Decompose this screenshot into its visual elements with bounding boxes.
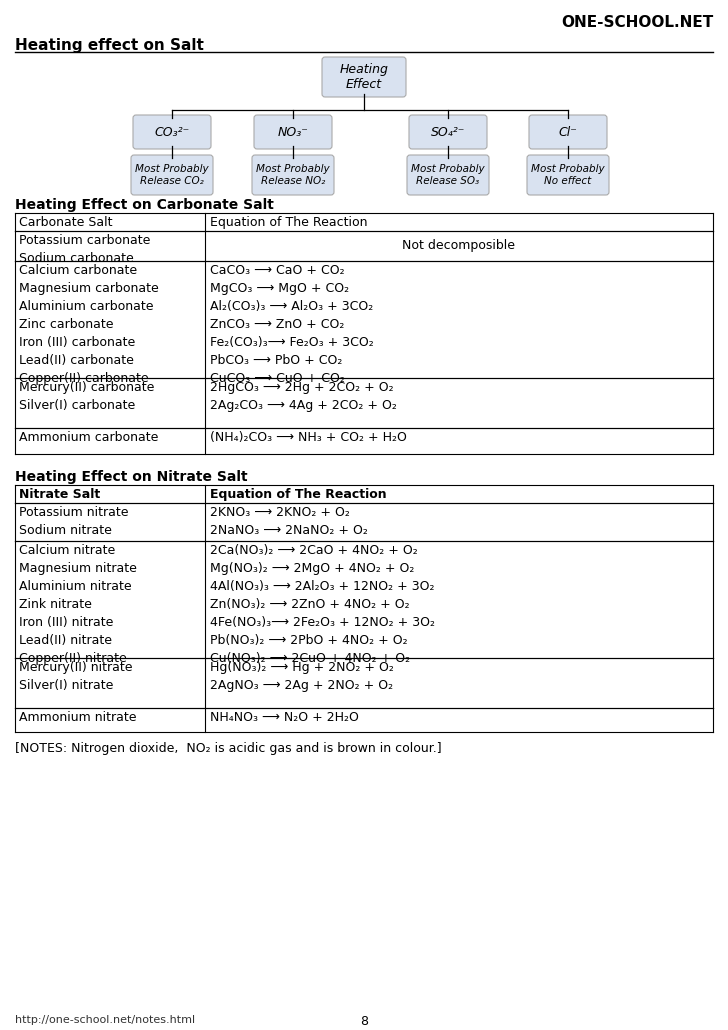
FancyBboxPatch shape xyxy=(252,154,334,195)
Text: Calcium carbonate
Magnesium carbonate
Aluminium carbonate
Zinc carbonate
Iron (I: Calcium carbonate Magnesium carbonate Al… xyxy=(19,264,159,385)
Text: Most Probably
Release CO₂: Most Probably Release CO₂ xyxy=(135,164,209,185)
Text: 2Ca(NO₃)₂ ⟶ 2CaO + 4NO₂ + O₂
Mg(NO₃)₂ ⟶ 2MgO + 4NO₂ + O₂
4Al(NO₃)₃ ⟶ 2Al₂O₃ + 12: 2Ca(NO₃)₂ ⟶ 2CaO + 4NO₂ + O₂ Mg(NO₃)₂ ⟶ … xyxy=(210,544,435,665)
Text: ONE-SCHOOL.NET: ONE-SCHOOL.NET xyxy=(561,15,713,30)
Text: Carbonate Salt: Carbonate Salt xyxy=(19,216,113,229)
Text: CO₃²⁻: CO₃²⁻ xyxy=(154,126,189,138)
Text: Equation of The Reaction: Equation of The Reaction xyxy=(210,488,387,501)
Text: 2KNO₃ ⟶ 2KNO₂ + O₂
2NaNO₃ ⟶ 2NaNO₂ + O₂: 2KNO₃ ⟶ 2KNO₂ + O₂ 2NaNO₃ ⟶ 2NaNO₂ + O₂ xyxy=(210,506,368,537)
Text: Mercury(II) carbonate
Silver(I) carbonate: Mercury(II) carbonate Silver(I) carbonat… xyxy=(19,381,154,412)
Text: [NOTES: Nitrogen dioxide,  NO₂ is acidic gas and is brown in colour.]: [NOTES: Nitrogen dioxide, NO₂ is acidic … xyxy=(15,742,442,755)
FancyBboxPatch shape xyxy=(131,154,213,195)
FancyBboxPatch shape xyxy=(407,154,489,195)
Text: Most Probably
Release SO₃: Most Probably Release SO₃ xyxy=(411,164,485,185)
Text: Ammonium carbonate: Ammonium carbonate xyxy=(19,431,159,444)
Text: NO₃⁻: NO₃⁻ xyxy=(277,126,309,138)
Text: Most Probably
No effect: Most Probably No effect xyxy=(531,164,605,185)
Text: Mercury(II) nitrate
Silver(I) nitrate: Mercury(II) nitrate Silver(I) nitrate xyxy=(19,661,132,692)
Text: NH₄NO₃ ⟶ N₂O + 2H₂O: NH₄NO₃ ⟶ N₂O + 2H₂O xyxy=(210,711,359,724)
Text: Potassium nitrate
Sodium nitrate: Potassium nitrate Sodium nitrate xyxy=(19,506,129,537)
Text: http://one-school.net/notes.html: http://one-school.net/notes.html xyxy=(15,1015,195,1025)
Text: Equation of The Reaction: Equation of The Reaction xyxy=(210,216,368,229)
Text: Heating Effect on Nitrate Salt: Heating Effect on Nitrate Salt xyxy=(15,470,248,484)
Text: CaCO₃ ⟶ CaO + CO₂
MgCO₃ ⟶ MgO + CO₂
Al₂(CO₃)₃ ⟶ Al₂O₃ + 3CO₂
ZnCO₃ ⟶ ZnO + CO₂
F: CaCO₃ ⟶ CaO + CO₂ MgCO₃ ⟶ MgO + CO₂ Al₂(… xyxy=(210,264,373,385)
Text: Most Probably
Release NO₂: Most Probably Release NO₂ xyxy=(256,164,330,185)
Text: Heating effect on Salt: Heating effect on Salt xyxy=(15,38,204,53)
Text: Potassium carbonate
Sodium carbonate: Potassium carbonate Sodium carbonate xyxy=(19,234,151,265)
Text: Not decomposible: Not decomposible xyxy=(403,240,515,252)
Text: 2HgCO₃ ⟶ 2Hg + 2CO₂ + O₂
2Ag₂CO₃ ⟶ 4Ag + 2CO₂ + O₂: 2HgCO₃ ⟶ 2Hg + 2CO₂ + O₂ 2Ag₂CO₃ ⟶ 4Ag +… xyxy=(210,381,397,412)
FancyBboxPatch shape xyxy=(527,154,609,195)
Text: SO₄²⁻: SO₄²⁻ xyxy=(431,126,465,138)
Text: 8: 8 xyxy=(360,1015,368,1028)
FancyBboxPatch shape xyxy=(529,115,607,149)
FancyBboxPatch shape xyxy=(409,115,487,149)
FancyBboxPatch shape xyxy=(254,115,332,149)
FancyBboxPatch shape xyxy=(322,57,406,97)
Text: Nitrate Salt: Nitrate Salt xyxy=(19,488,100,501)
Text: Heating Effect on Carbonate Salt: Heating Effect on Carbonate Salt xyxy=(15,198,274,212)
Text: Calcium nitrate
Magnesium nitrate
Aluminium nitrate
Zink nitrate
Iron (III) nitr: Calcium nitrate Magnesium nitrate Alumin… xyxy=(19,544,137,665)
Text: Cl⁻: Cl⁻ xyxy=(558,126,577,138)
Text: Ammonium nitrate: Ammonium nitrate xyxy=(19,711,137,724)
Text: Heating
Effect: Heating Effect xyxy=(339,63,389,91)
Text: (NH₄)₂CO₃ ⟶ NH₃ + CO₂ + H₂O: (NH₄)₂CO₃ ⟶ NH₃ + CO₂ + H₂O xyxy=(210,431,407,444)
Text: Hg(NO₃)₂ ⟶ Hg + 2NO₂ + O₂
2AgNO₃ ⟶ 2Ag + 2NO₂ + O₂: Hg(NO₃)₂ ⟶ Hg + 2NO₂ + O₂ 2AgNO₃ ⟶ 2Ag +… xyxy=(210,661,394,692)
FancyBboxPatch shape xyxy=(133,115,211,149)
